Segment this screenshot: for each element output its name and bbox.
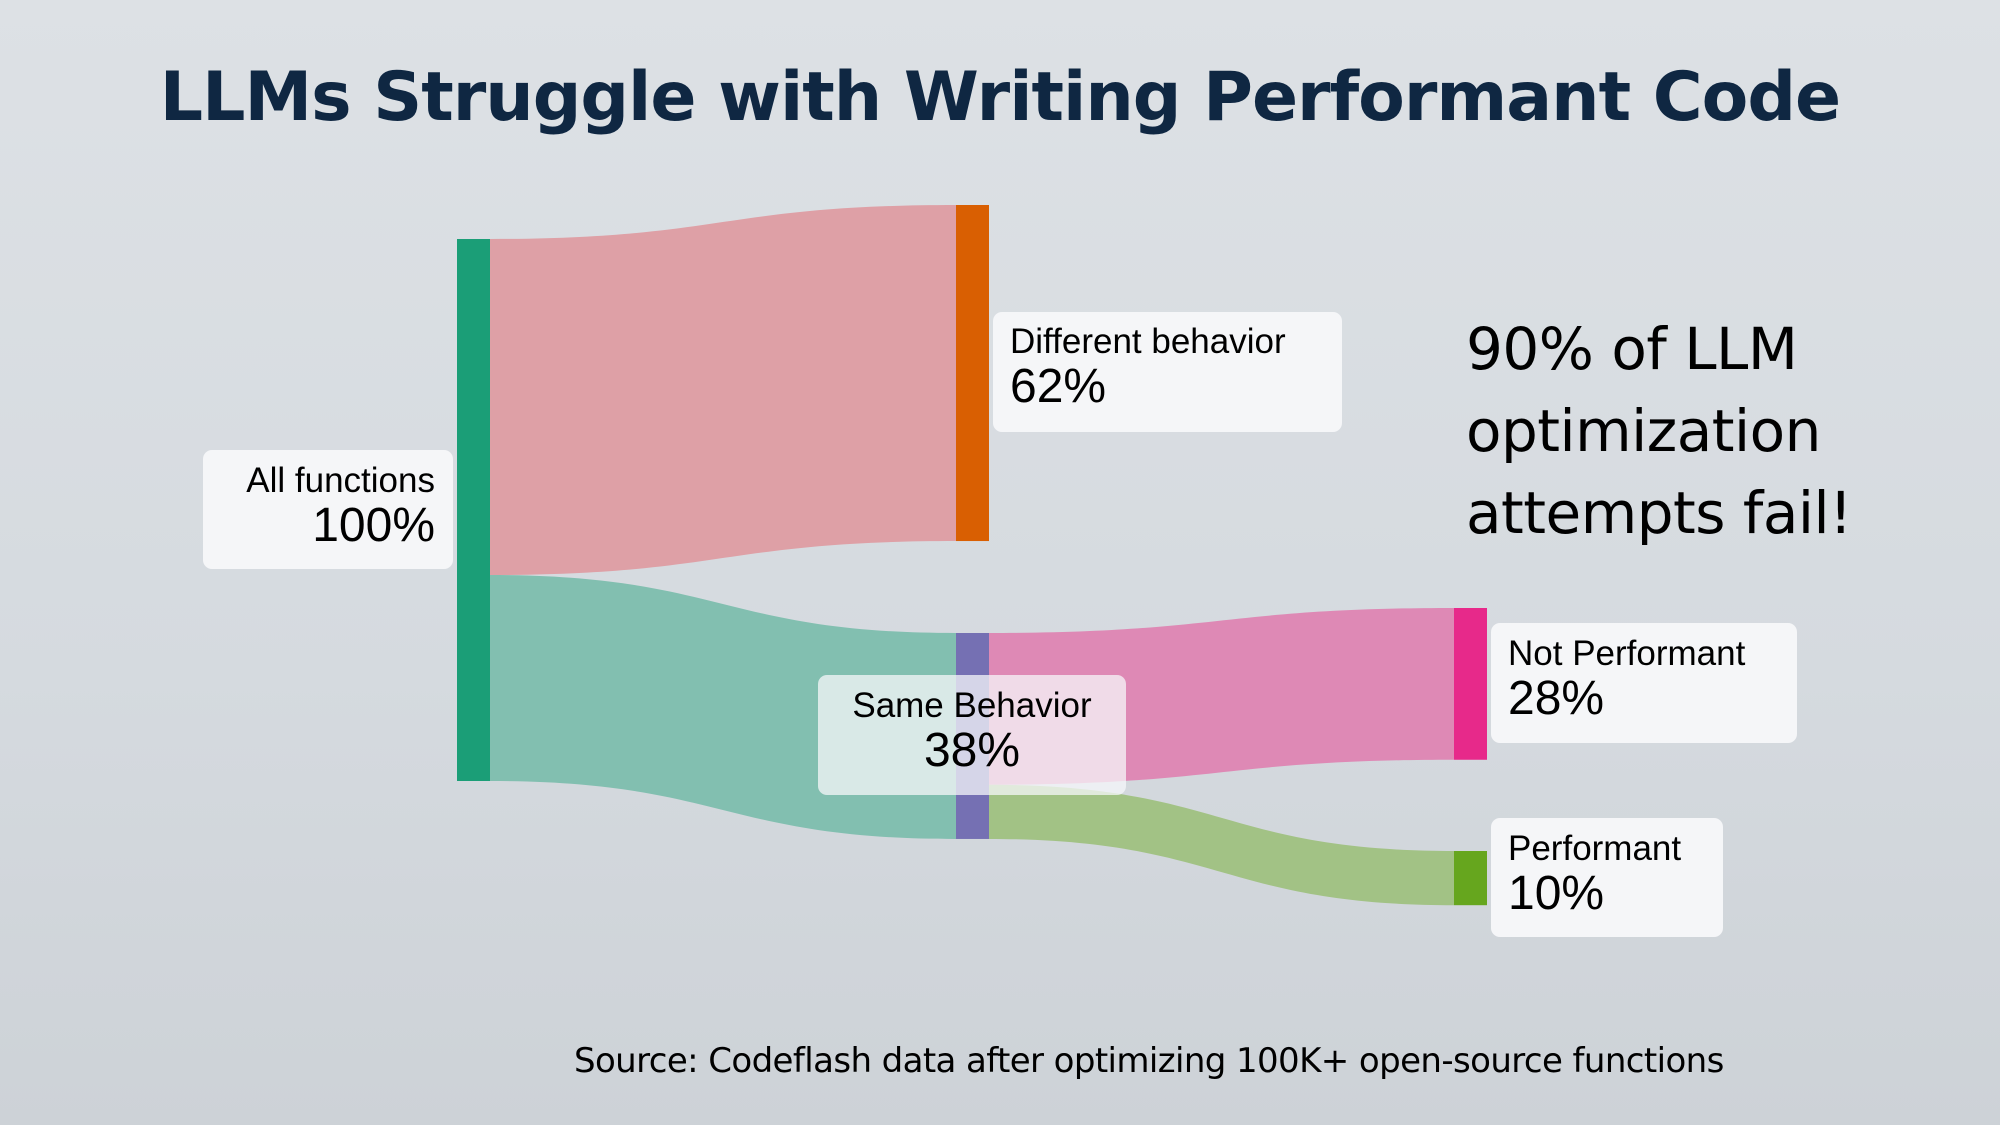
node-name: Not Performant: [1508, 634, 1746, 673]
node-value: 10%: [1508, 866, 1605, 920]
node-all: [457, 239, 490, 781]
node-diff: [956, 205, 989, 542]
node-name: Different behavior: [1010, 322, 1286, 361]
node-name: Same Behavior: [852, 686, 1092, 725]
node-label-all-functions: All functions 100%: [203, 450, 453, 569]
node-name: All functions: [246, 461, 435, 500]
node-label-same-behavior: Same Behavior 38%: [818, 675, 1126, 795]
node-notperf: [1454, 608, 1487, 760]
callout-line: 90% of LLM: [1466, 315, 1798, 383]
node-name: Performant: [1508, 829, 1682, 868]
node-value: 28%: [1508, 671, 1605, 725]
node-value: 100%: [312, 498, 435, 552]
node-label-different-behavior: Different behavior 62%: [993, 312, 1342, 432]
link-same-to-perf: [989, 784, 1454, 906]
node-value: 38%: [923, 723, 1021, 777]
node-perf: [1454, 851, 1487, 906]
node-value: 62%: [1010, 359, 1107, 413]
node-label-performant: Performant 10%: [1491, 818, 1723, 937]
chart-title: LLMs Struggle with Writing Performant Co…: [159, 58, 1841, 137]
source-note: Source: Codeflash data after optimizing …: [574, 1041, 1724, 1081]
callout-line: attempts fail!: [1466, 479, 1852, 547]
link-all-to-diff: [490, 205, 956, 576]
node-label-not-performant: Not Performant 28%: [1491, 623, 1797, 743]
callout-text: 90% of LLM optimization attempts fail!: [1466, 308, 1852, 554]
callout-line: optimization: [1466, 397, 1821, 465]
